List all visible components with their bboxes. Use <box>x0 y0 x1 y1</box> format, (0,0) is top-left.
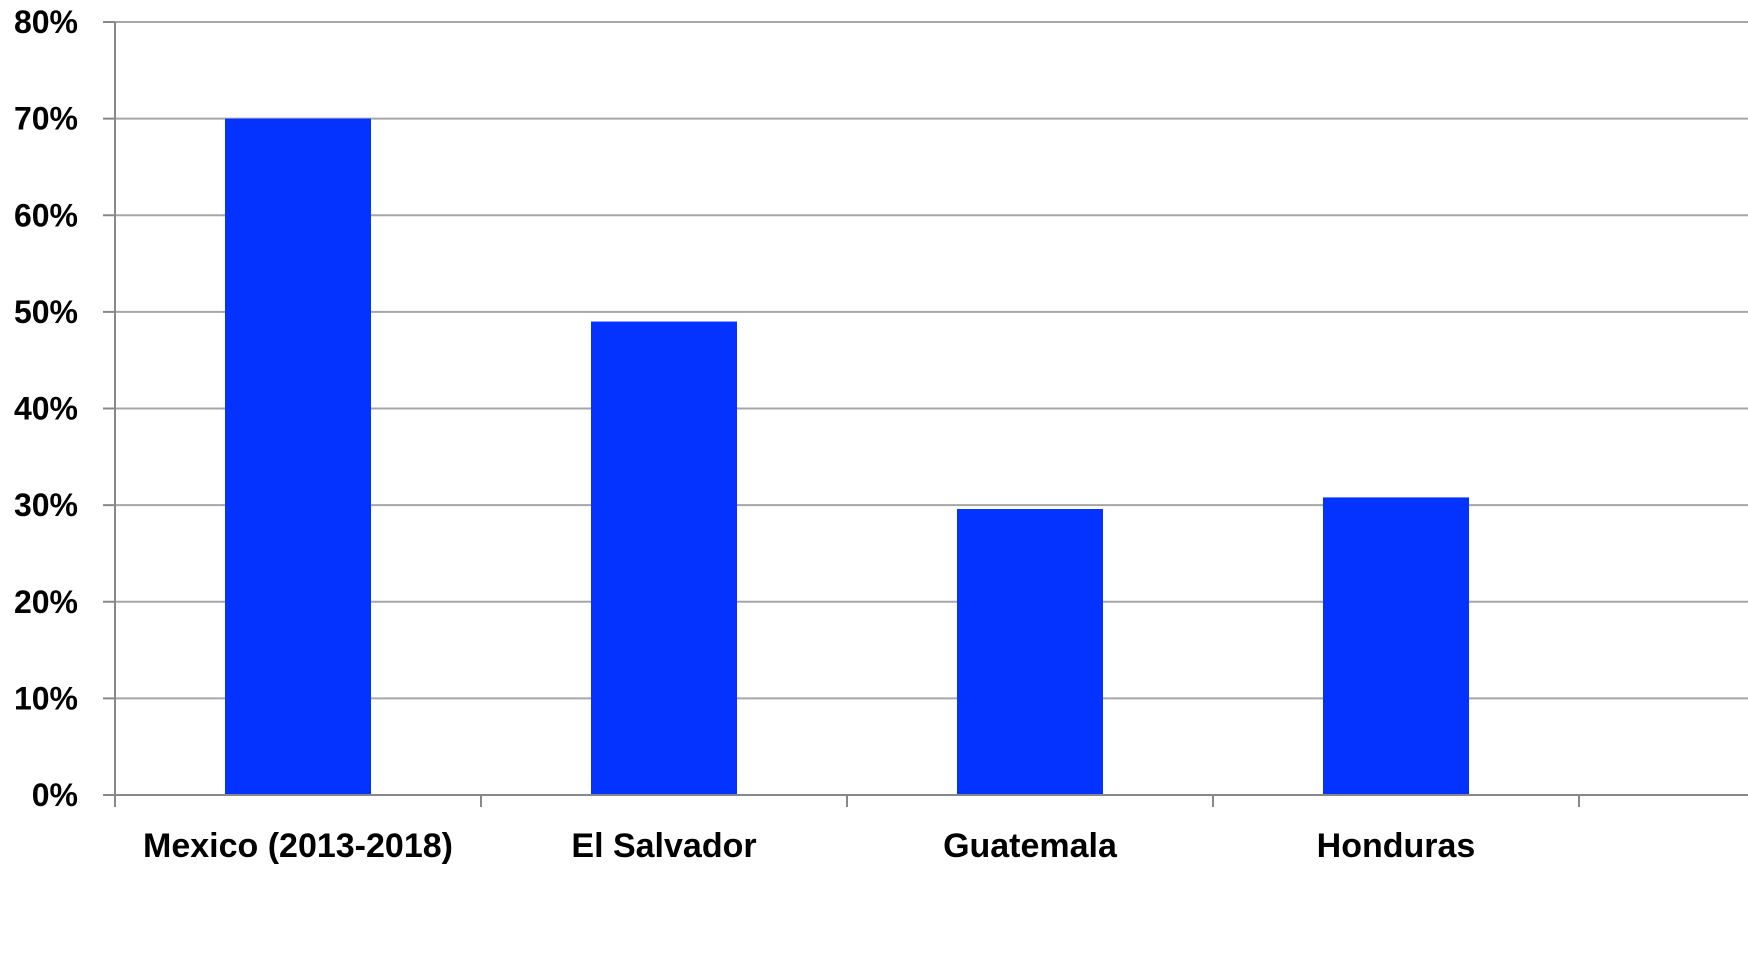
x-axis-labels: Mexico (2013-2018) El Salvador Guatemala Ho… <box>143 827 1475 865</box>
y-tick-label: 30% <box>14 487 78 523</box>
bar <box>591 321 737 795</box>
y-axis-ticks: 0% 10% 20% 30% 40% 50% 60% 70% 80% <box>14 4 115 813</box>
y-tick-label: 70% <box>14 101 78 137</box>
bar <box>957 508 1103 795</box>
bar <box>225 118 371 795</box>
y-tick-label: 40% <box>14 391 78 427</box>
bars <box>225 118 1469 795</box>
gridlines <box>115 21 1748 700</box>
y-tick-label: 80% <box>14 4 78 40</box>
x-category-label: El Salvador <box>571 827 756 865</box>
y-tick-label: 0% <box>32 777 78 813</box>
x-category-label: Honduras <box>1317 827 1476 865</box>
bar <box>1323 497 1469 795</box>
y-tick-label: 60% <box>14 197 78 233</box>
axes <box>103 22 1748 807</box>
y-tick-label: 20% <box>14 584 78 620</box>
y-tick-label: 10% <box>14 680 78 716</box>
x-category-label: Mexico (2013-2018) <box>143 827 453 865</box>
y-tick-label: 50% <box>14 294 78 330</box>
x-category-label: Guatemala <box>943 827 1118 865</box>
